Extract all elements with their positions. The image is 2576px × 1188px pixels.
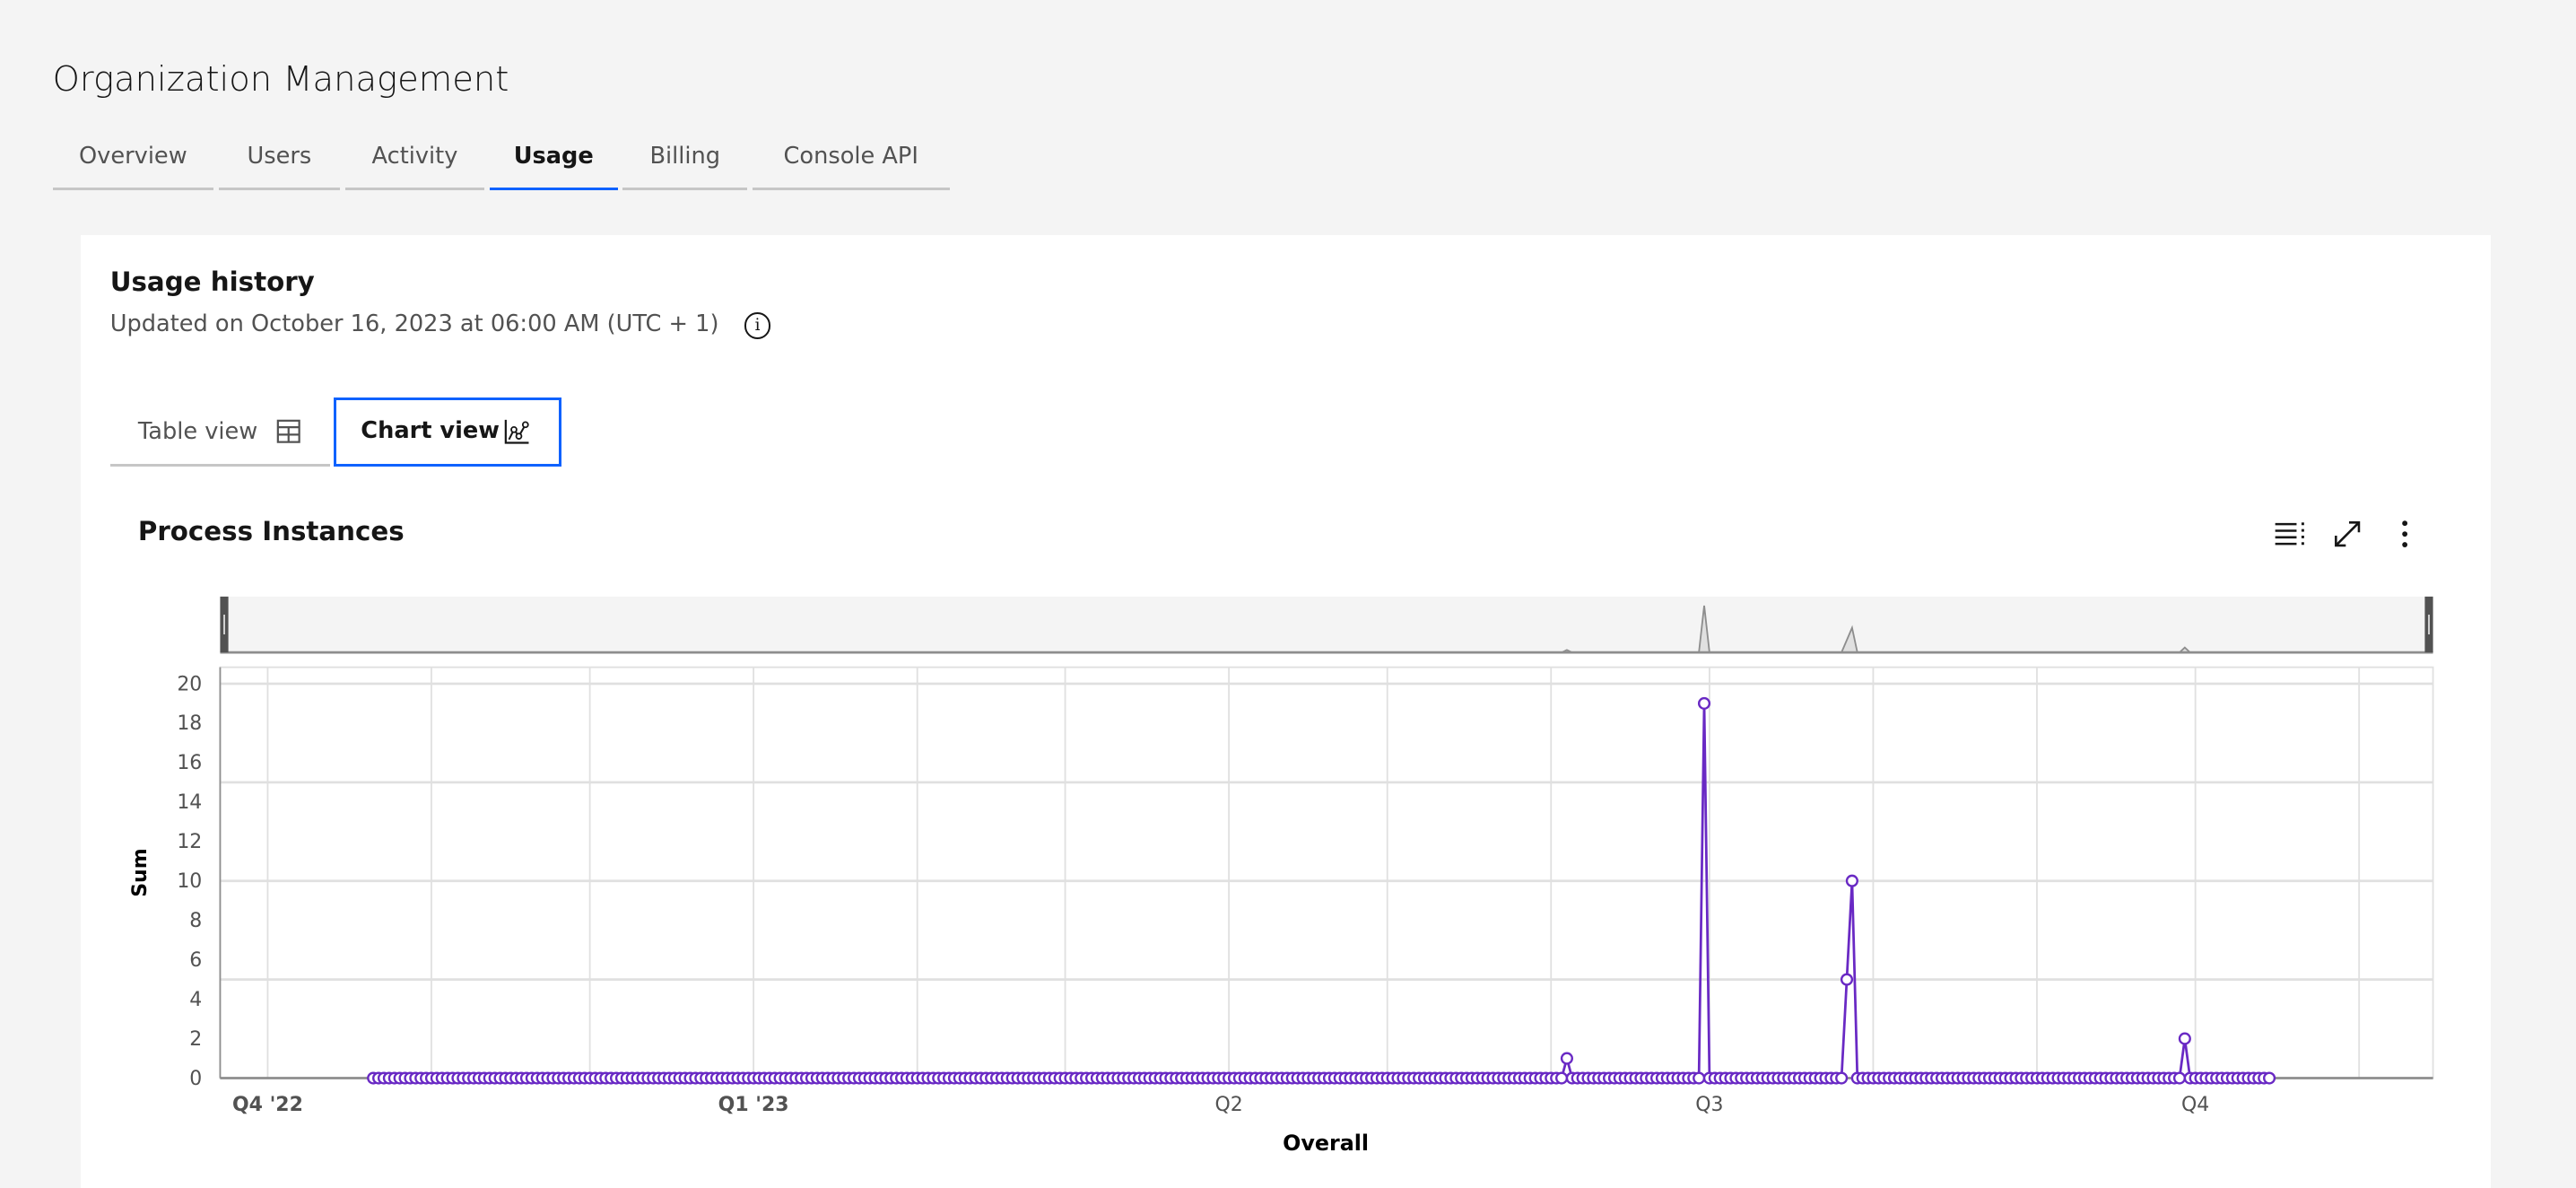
table-list-icon[interactable] xyxy=(2272,516,2308,552)
table-view-button[interactable]: Table view xyxy=(109,397,331,467)
y-tick-label: 14 xyxy=(177,791,202,814)
tab-activity[interactable]: Activity xyxy=(344,138,485,190)
x-tick-label: Q4 xyxy=(2181,1094,2209,1116)
x-axis-label: Overall xyxy=(1283,1131,1369,1156)
x-tick-label: Q2 xyxy=(1214,1094,1242,1116)
page-title: Organization Management xyxy=(52,58,509,100)
y-tick-label: 18 xyxy=(177,712,202,735)
maximize-icon[interactable] xyxy=(2329,516,2365,552)
y-tick-label: 6 xyxy=(189,949,202,972)
x-tick-label: Q3 xyxy=(1695,1094,1723,1116)
data-point xyxy=(1697,696,1711,710)
chart-title: Process Instances xyxy=(137,516,405,547)
data-point xyxy=(2172,1071,2187,1085)
table-icon xyxy=(276,419,300,443)
data-point xyxy=(2178,1032,2191,1045)
tab-overview[interactable]: Overview xyxy=(52,138,214,190)
tab-users[interactable]: Users xyxy=(218,138,341,190)
x-tick-label: Q4 '22 xyxy=(232,1094,303,1116)
chart-line-icon xyxy=(504,420,529,444)
y-tick-label: 4 xyxy=(189,989,202,1011)
chart-view-button[interactable]: Chart view xyxy=(333,397,562,467)
x-tick-label: Q1 '23 xyxy=(718,1094,789,1116)
series-line xyxy=(367,696,2276,1085)
y-tick-label: 2 xyxy=(189,1028,202,1051)
data-point xyxy=(1560,1052,1573,1065)
y-tick-label: 20 xyxy=(177,673,202,695)
tab-console-api[interactable]: Console API xyxy=(752,138,950,190)
updated-timestamp: Updated on October 16, 2023 at 06:00 AM … xyxy=(109,310,719,338)
zoom-bar[interactable] xyxy=(220,596,2433,654)
data-point xyxy=(1840,973,1854,986)
tab-billing[interactable]: Billing xyxy=(622,138,748,190)
data-point xyxy=(1554,1071,1569,1085)
y-tick-label: 12 xyxy=(177,831,202,853)
table-view-label: Table view xyxy=(137,418,258,446)
section-title: Usage history xyxy=(109,266,315,297)
chart-view-label: Chart view xyxy=(361,417,500,445)
data-point xyxy=(1835,1071,1849,1085)
plot-area xyxy=(219,666,2434,1079)
y-tick-label: 0 xyxy=(189,1068,202,1090)
information-icon[interactable]: i xyxy=(744,312,771,339)
chart-grid xyxy=(219,666,2434,1079)
y-tick-label: 8 xyxy=(189,910,202,932)
y-tick-label: 10 xyxy=(177,870,202,893)
data-point xyxy=(2263,1071,2276,1085)
data-point xyxy=(1845,874,1858,887)
y-tick-label: 16 xyxy=(177,752,202,774)
tab-usage[interactable]: Usage xyxy=(489,138,618,190)
overflow-menu-icon[interactable] xyxy=(2387,516,2423,552)
zoom-bar-background xyxy=(220,596,2433,653)
y-axis-label: Sum xyxy=(129,848,152,896)
data-point xyxy=(1693,1071,1706,1085)
